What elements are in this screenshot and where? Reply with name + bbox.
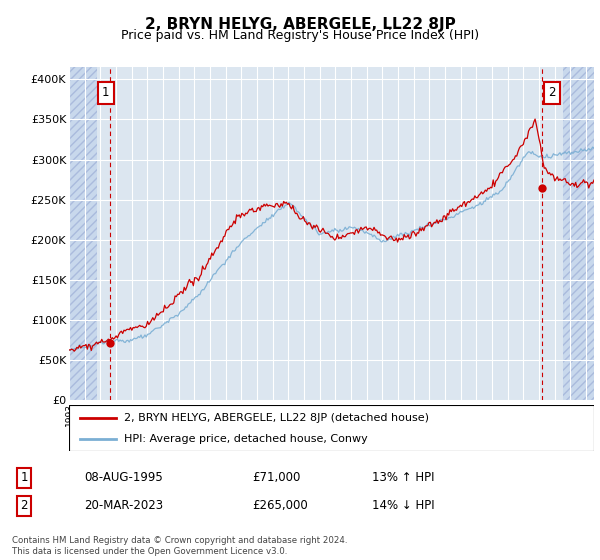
Text: 2: 2 xyxy=(548,86,556,99)
Text: 20-MAR-2023: 20-MAR-2023 xyxy=(84,499,163,512)
Text: £71,000: £71,000 xyxy=(252,471,301,484)
Text: Contains HM Land Registry data © Crown copyright and database right 2024.
This d: Contains HM Land Registry data © Crown c… xyxy=(12,536,347,556)
Text: 2, BRYN HELYG, ABERGELE, LL22 8JP: 2, BRYN HELYG, ABERGELE, LL22 8JP xyxy=(145,17,455,32)
Text: 14% ↓ HPI: 14% ↓ HPI xyxy=(372,499,434,512)
Text: HPI: Average price, detached house, Conwy: HPI: Average price, detached house, Conw… xyxy=(124,434,368,444)
Bar xyxy=(563,67,600,400)
Text: 08-AUG-1995: 08-AUG-1995 xyxy=(84,471,163,484)
Text: 2, BRYN HELYG, ABERGELE, LL22 8JP (detached house): 2, BRYN HELYG, ABERGELE, LL22 8JP (detac… xyxy=(124,413,429,423)
Text: £265,000: £265,000 xyxy=(252,499,308,512)
Text: 2: 2 xyxy=(20,499,28,512)
Text: 13% ↑ HPI: 13% ↑ HPI xyxy=(372,471,434,484)
Text: 1: 1 xyxy=(102,86,110,99)
Text: 1: 1 xyxy=(20,471,28,484)
Text: Price paid vs. HM Land Registry's House Price Index (HPI): Price paid vs. HM Land Registry's House … xyxy=(121,29,479,42)
Bar xyxy=(69,67,97,400)
